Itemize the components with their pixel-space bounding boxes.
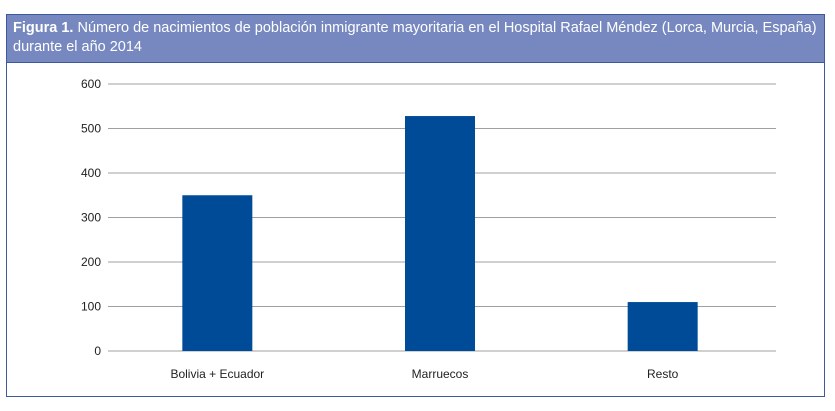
y-tick-label: 400 — [81, 166, 101, 180]
figure-label: Figura 1. — [13, 20, 74, 36]
x-tick-label: Resto — [647, 367, 679, 381]
y-tick-label: 300 — [81, 211, 101, 225]
figure-frame: Figura 1. Número de nacimientos de pobla… — [6, 14, 825, 397]
x-tick-label: Bolivia + Ecuador — [170, 367, 264, 381]
y-tick-label: 200 — [81, 255, 101, 269]
figure-header: Figura 1. Número de nacimientos de pobla… — [7, 15, 824, 63]
x-tick-label: Marruecos — [412, 367, 469, 381]
bar — [627, 302, 698, 351]
y-tick-label: 500 — [81, 122, 101, 136]
y-tick-label: 0 — [94, 344, 101, 358]
y-tick-label: 600 — [81, 77, 101, 91]
bar — [182, 195, 253, 351]
figure-title: Número de nacimientos de población inmig… — [13, 20, 817, 55]
bar — [405, 116, 475, 351]
y-tick-label: 100 — [81, 300, 101, 314]
